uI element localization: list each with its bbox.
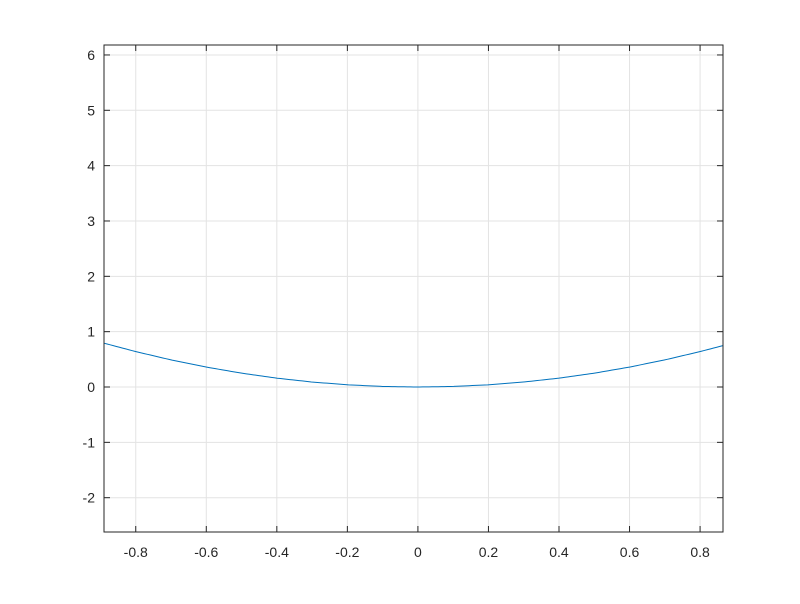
x-tick-label: 0.8 [690, 544, 710, 560]
y-tick-label: 3 [87, 213, 95, 229]
plot-area [104, 45, 723, 532]
series-layer [103, 342, 724, 388]
x-tick-label: 0.2 [479, 544, 499, 560]
y-tick-label: 0 [87, 379, 95, 395]
y-tick-label: 2 [87, 268, 95, 284]
x-tick-label: 0.4 [549, 544, 569, 560]
axes-box [103, 44, 724, 533]
y-tick-label: -2 [83, 490, 96, 506]
y-tick-label: -1 [83, 434, 96, 450]
y-tick-label: 5 [87, 102, 95, 118]
x-tick-label: -0.2 [335, 544, 359, 560]
tick-labels: -0.8 -0.6 -0.4 -0.2 0 0.2 0.4 0.6 0.8 -2 -1 0 1 2 3 4 5 6 [83, 47, 710, 560]
series-line [103, 342, 724, 388]
x-tick-label: -0.4 [265, 544, 289, 560]
x-tick-label: 0.6 [620, 544, 640, 560]
axes [103, 44, 724, 533]
y-tick-label: 6 [87, 47, 95, 63]
y-tick-label: 1 [87, 324, 95, 340]
x-tick-label: -0.8 [124, 544, 148, 560]
x-tick-label: 0 [414, 544, 422, 560]
x-tick-label: -0.6 [194, 544, 218, 560]
grid [104, 45, 723, 532]
y-tick-label: 4 [87, 158, 95, 174]
